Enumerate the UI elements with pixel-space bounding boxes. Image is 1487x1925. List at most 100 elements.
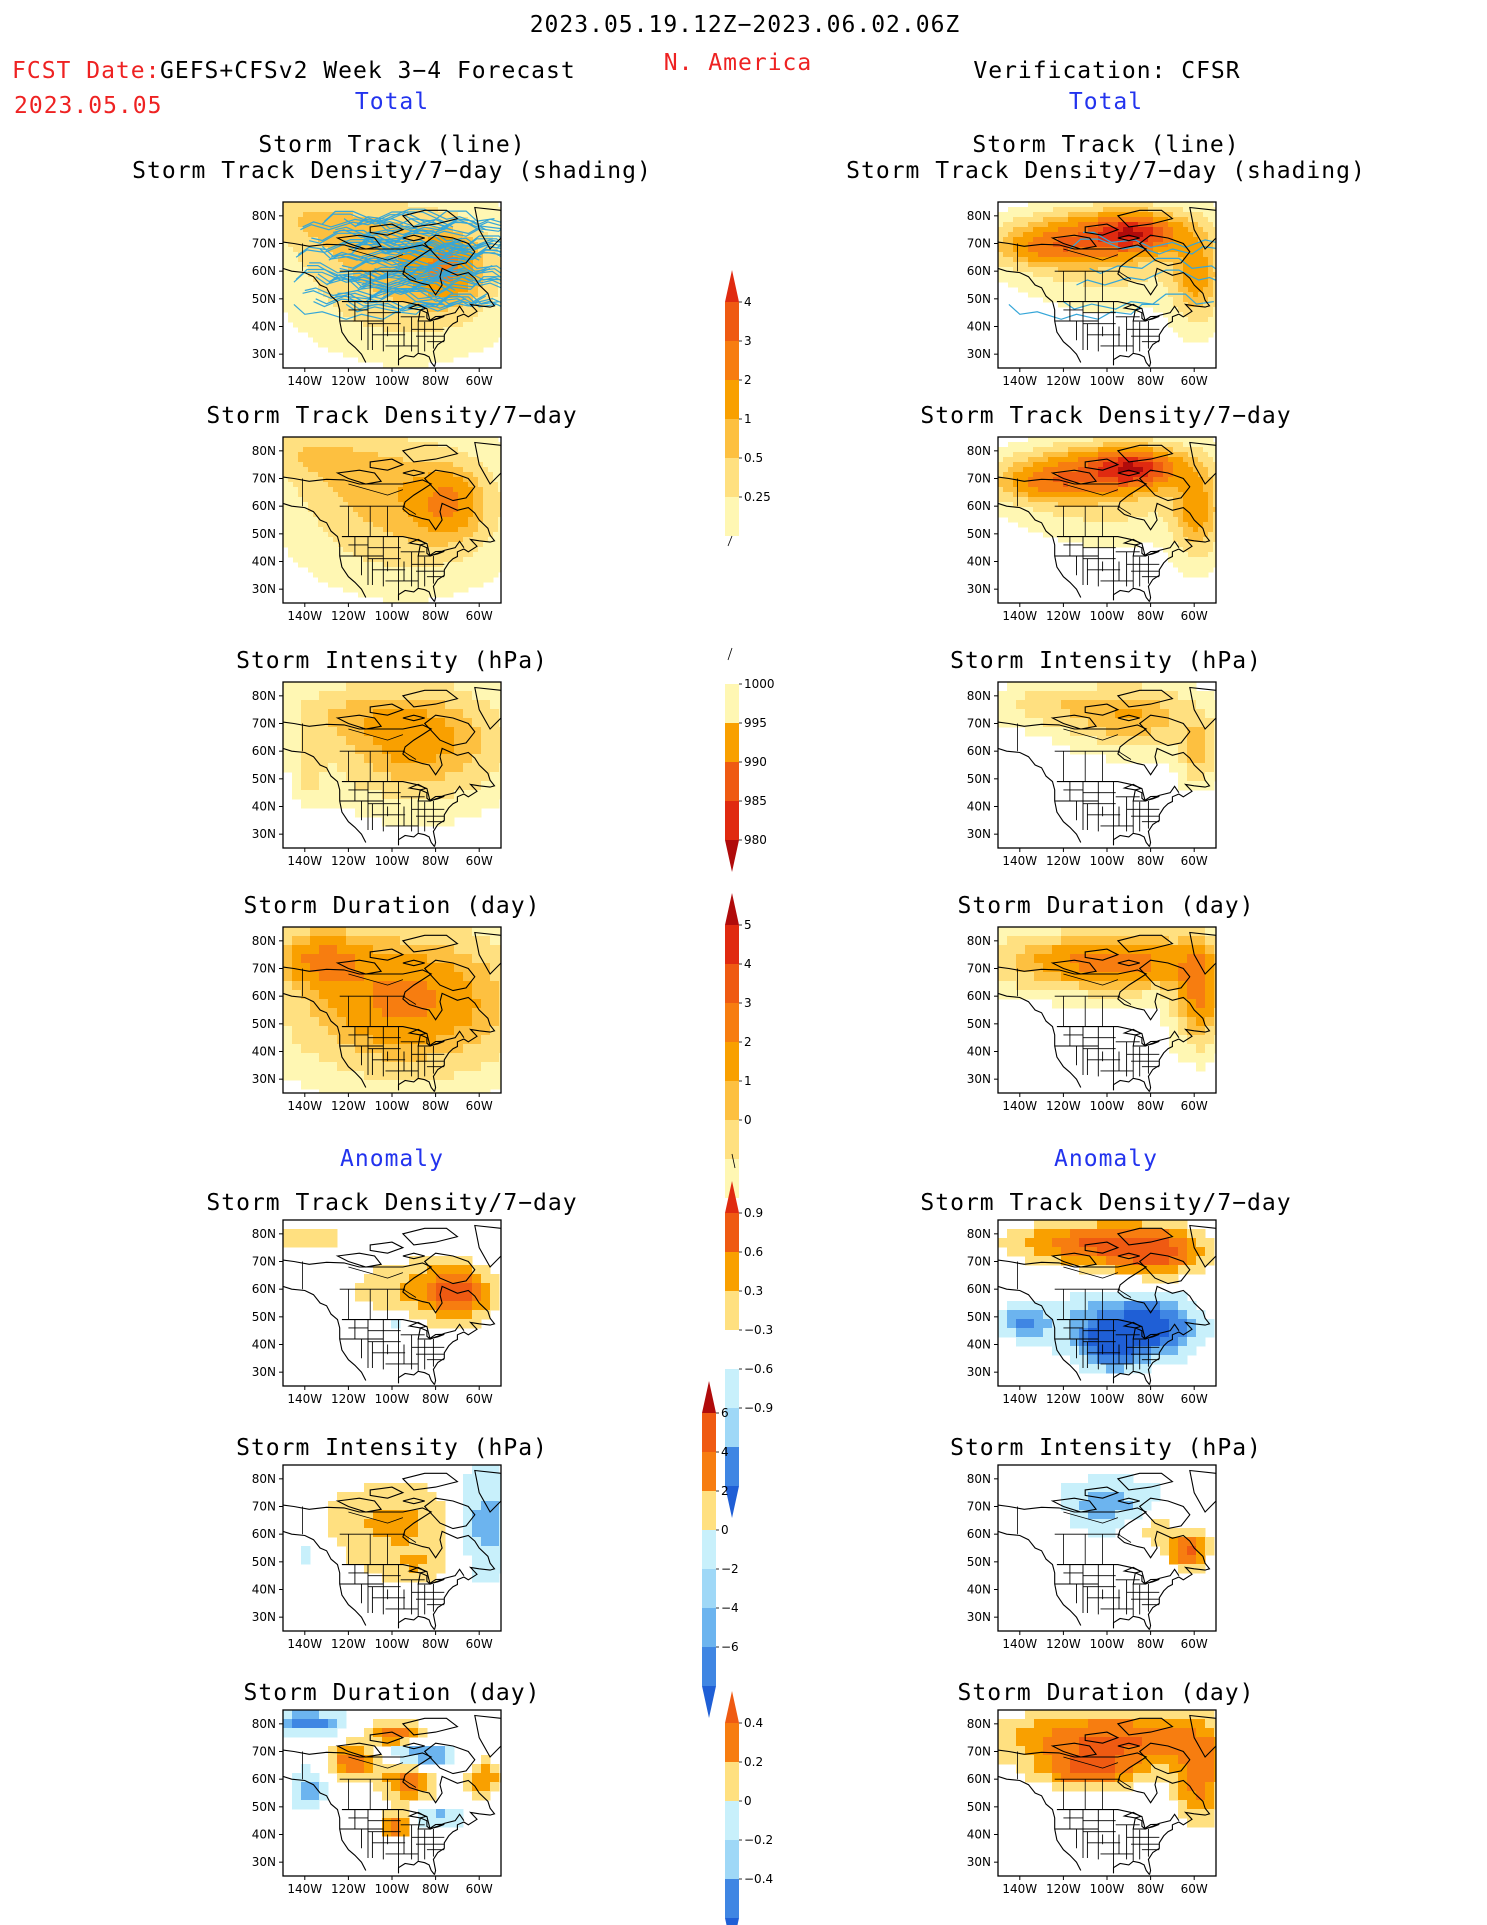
section-anomaly-left: Anomaly	[340, 1146, 444, 1172]
colorbar-label: 4	[721, 1445, 729, 1459]
right-map-1: 80N 70N 60N 50N 40N 30N 140W 120W 100W 80W 60W	[967, 201, 1217, 388]
lat-label: 40N	[967, 800, 991, 814]
right-map-4: 80N 70N 60N 50N 40N 30N 140W 120W 100W 80W 60W	[967, 926, 1217, 1113]
lon-label: 140W	[1002, 1882, 1037, 1896]
lon-label: 140W	[287, 374, 322, 388]
lon-label: 100W	[1090, 1882, 1125, 1896]
left-panel2-title: Storm Track Density/7−day	[206, 403, 578, 429]
lat-label: 30N	[252, 1072, 276, 1086]
section-total-left: Total	[354, 89, 430, 115]
lat-label: 40N	[967, 555, 991, 569]
lat-label: 50N	[252, 1017, 276, 1031]
model-title: GEFS+CFSv2 Week 3−4 Forecast	[160, 58, 576, 84]
lat-label: 70N	[967, 717, 991, 731]
fcst-date-label: FCST Date:	[12, 58, 161, 84]
lon-label: 100W	[1090, 1099, 1125, 1113]
verification-title: Verification: CFSR	[973, 58, 1241, 84]
lon-label: 120W	[331, 1099, 366, 1113]
colorbar-label: 985	[744, 794, 767, 808]
lat-label: 70N	[967, 472, 991, 486]
lon-label: 60W	[466, 1637, 493, 1651]
lon-label: 80W	[1137, 609, 1164, 623]
colorbar-label: −0.6	[744, 1362, 773, 1376]
lat-label: 50N	[252, 1310, 276, 1324]
lon-label: 140W	[1002, 609, 1037, 623]
lat-label: 30N	[967, 1855, 991, 1869]
lat-label: 70N	[252, 472, 276, 486]
lat-label: 80N	[967, 934, 991, 948]
lon-label: 80W	[422, 609, 449, 623]
lat-label: 80N	[967, 1472, 991, 1486]
lat-label: 60N	[252, 264, 276, 278]
colorbar-label: 0.9	[744, 1206, 763, 1220]
lat-label: 70N	[252, 237, 276, 251]
lon-label: 100W	[1090, 1392, 1125, 1406]
colorbar-label: 2	[744, 1035, 752, 1049]
lon-label: 60W	[1181, 374, 1208, 388]
colorbar-duration-total: 5 4 3 2 1 0	[725, 893, 752, 1198]
lon-label: 100W	[375, 854, 410, 868]
lon-label: 140W	[1002, 1392, 1037, 1406]
lon-label: 100W	[375, 1099, 410, 1113]
lat-label: 60N	[252, 1527, 276, 1541]
colorbar-label: −0.3	[744, 1323, 773, 1337]
lat-label: 70N	[967, 237, 991, 251]
lon-label: 140W	[287, 1882, 322, 1896]
left-panel7-title: Storm Duration (day)	[243, 1680, 541, 1706]
colorbar-label: −0.9	[744, 1401, 773, 1415]
lat-label: 60N	[967, 1282, 991, 1296]
colorbar-intensity-anomaly: 6 4 2 0 −2 −4 −6	[702, 1381, 739, 1718]
lon-label: 140W	[287, 609, 322, 623]
lat-label: 50N	[967, 1555, 991, 1569]
lon-label: 60W	[1181, 1392, 1208, 1406]
lat-label: 60N	[252, 499, 276, 513]
colorbar-label: 4	[744, 295, 752, 309]
colorbar-label: −4	[721, 1601, 739, 1615]
colorbar-label: 1	[744, 412, 752, 426]
lon-label: 120W	[1046, 854, 1081, 868]
lon-label: 80W	[1137, 854, 1164, 868]
lon-label: 60W	[466, 609, 493, 623]
lon-label: 100W	[375, 609, 410, 623]
lon-label: 100W	[375, 374, 410, 388]
colorbar-duration-anomaly: 0.4 0.2 0 −0.2 −0.4	[725, 1691, 773, 1925]
colorbar-label: 0.6	[744, 1245, 763, 1259]
lon-label: 100W	[375, 1392, 410, 1406]
lon-label: 80W	[1137, 1392, 1164, 1406]
lon-label: 120W	[1046, 1392, 1081, 1406]
colorbar-label: 0	[721, 1523, 729, 1537]
lat-label: 30N	[967, 1365, 991, 1379]
right-panel3-title: Storm Intensity (hPa)	[950, 648, 1262, 674]
lat-label: 40N	[252, 1828, 276, 1842]
left-map-2: 80N 70N 60N 50N 40N 30N 140W 120W 100W 80W 60W	[252, 436, 502, 623]
lat-label: 40N	[967, 1583, 991, 1597]
colorbar-label: 0.5	[744, 451, 763, 465]
lat-label: 60N	[967, 264, 991, 278]
colorbar-label: −6	[721, 1640, 739, 1654]
lat-label: 70N	[252, 962, 276, 976]
lon-label: 60W	[1181, 1882, 1208, 1896]
lon-label: 80W	[422, 374, 449, 388]
lat-label: 50N	[967, 292, 991, 306]
lat-label: 50N	[967, 1310, 991, 1324]
lat-label: 70N	[967, 1745, 991, 1759]
colorbar-label: 3	[744, 334, 752, 348]
lat-label: 40N	[252, 1583, 276, 1597]
lat-label: 40N	[967, 1828, 991, 1842]
lat-label: 40N	[252, 800, 276, 814]
lat-label: 70N	[967, 1255, 991, 1269]
lat-label: 50N	[252, 1800, 276, 1814]
left-map-1: 80N 70N 60N 50N 40N 30N 140W 120W 100W 80W 60W	[252, 201, 502, 388]
lat-label: 50N	[967, 1017, 991, 1031]
section-total-right: Total	[1068, 89, 1144, 115]
lat-label: 60N	[252, 1772, 276, 1786]
lat-label: 80N	[967, 1227, 991, 1241]
lat-label: 80N	[252, 689, 276, 703]
lat-label: 80N	[967, 689, 991, 703]
lon-label: 140W	[287, 854, 322, 868]
period-title: 2023.05.19.12Z−2023.06.02.06Z	[529, 12, 961, 38]
lat-label: 70N	[252, 1745, 276, 1759]
lat-label: 30N	[252, 827, 276, 841]
lat-label: 80N	[252, 1717, 276, 1731]
